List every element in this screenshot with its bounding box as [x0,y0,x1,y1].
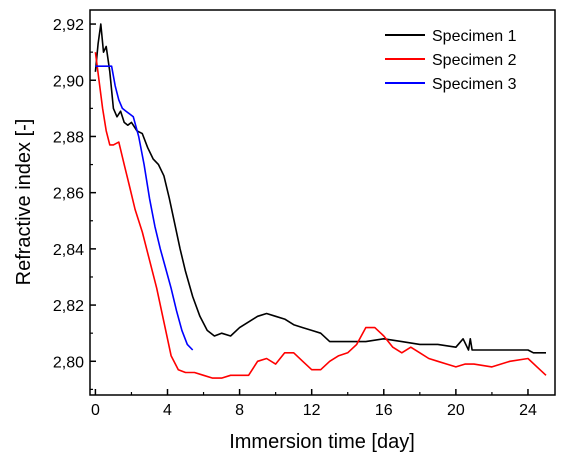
legend-label-specimen-3: Specimen 3 [432,76,517,93]
x-tick-label: 20 [447,402,465,419]
y-tick-label: 2,88 [53,129,84,146]
x-tick-label: 0 [91,402,100,419]
ticks-layer: 0 4 8 12 16 20 24 2,80 2,82 2,84 2,86 2,88 2,90 2,92 [53,17,537,419]
series-layer [94,23,547,379]
plot-frame [89,9,556,396]
x-tick-label: 16 [375,402,393,419]
legend: Specimen 1 Specimen 2 Specimen 3 [385,28,517,93]
x-tick-label: 8 [235,402,244,419]
y-tick-label: 2,90 [53,73,84,90]
series-line-specimen-3 [95,65,194,351]
y-tick-label: 2,80 [53,354,84,371]
y-tick-label: 2,86 [53,186,84,203]
x-tick-label: 4 [163,402,172,419]
x-tick-label: 24 [519,402,537,419]
x-axis-label: Immersion time [day] [229,431,415,453]
series-line-specimen-2 [94,52,547,379]
x-tick-label: 12 [303,402,321,419]
series-line-specimen-1 [94,23,546,354]
legend-label-specimen-1: Specimen 1 [432,28,517,45]
y-tick-label: 2,82 [53,298,84,315]
y-axis-label: Refractive index [-] [13,119,35,286]
legend-label-specimen-2: Specimen 2 [432,52,517,69]
y-tick-label: 2,84 [53,242,84,259]
y-tick-label: 2,92 [53,17,84,34]
